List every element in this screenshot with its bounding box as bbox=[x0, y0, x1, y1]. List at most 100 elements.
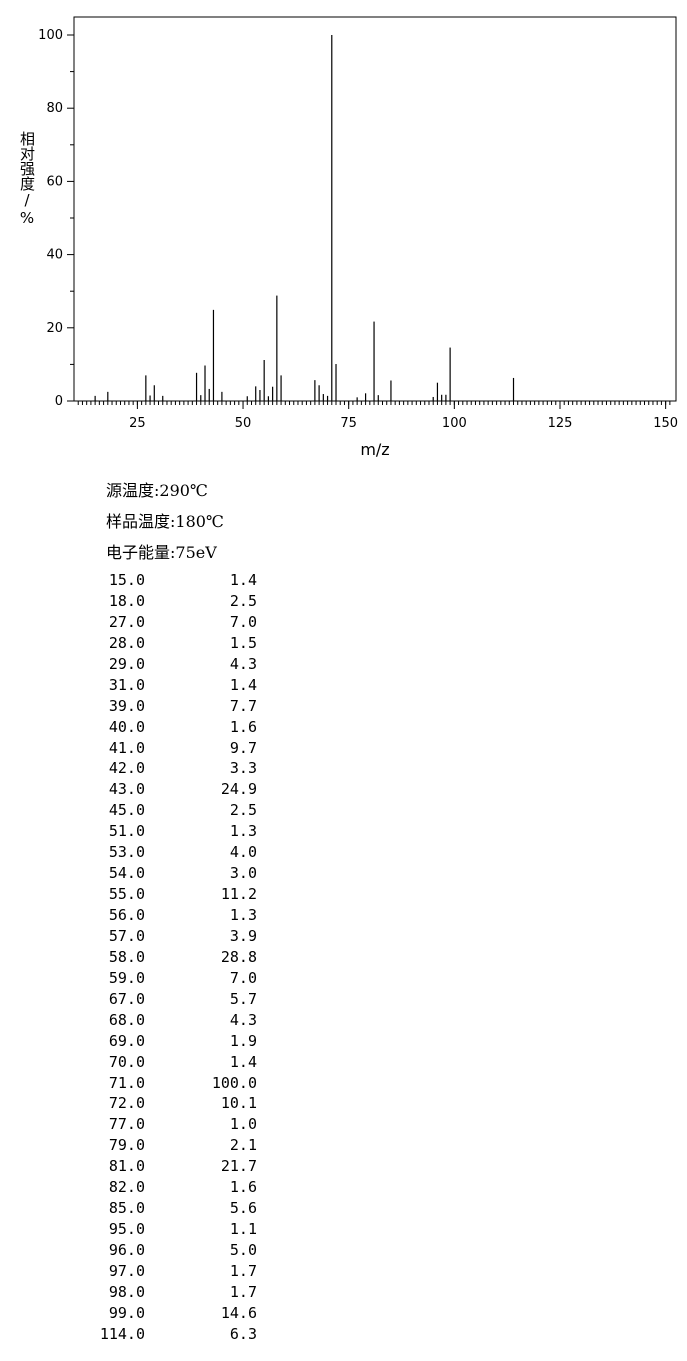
peak-mz: 15.0 bbox=[108, 571, 145, 589]
y-tick-label: 80 bbox=[46, 101, 63, 116]
peak-intensity: 7.0 bbox=[229, 968, 257, 987]
peak-intensity: 3.0 bbox=[229, 864, 257, 883]
peak-mz: 98.0 bbox=[108, 1282, 145, 1301]
y-axis-label: 相对强度/% bbox=[18, 131, 36, 227]
peak-mz: 82.0 bbox=[108, 1178, 145, 1197]
peak-intensity: 5.0 bbox=[229, 1241, 257, 1259]
peak-intensity: 1.1 bbox=[229, 1220, 257, 1239]
peak-intensity: 1.5 bbox=[229, 633, 257, 652]
peak-intensity: 5.6 bbox=[229, 1199, 257, 1218]
table-row: 56.0 1.3 bbox=[80, 905, 280, 926]
table-row: 41.0 9.7 bbox=[80, 738, 280, 759]
peak-intensity: 5.7 bbox=[229, 989, 257, 1008]
peak-intensity: 10.1 bbox=[220, 1094, 257, 1113]
table-row: 97.0 1.7 bbox=[80, 1261, 280, 1282]
peak-mz: 29.0 bbox=[108, 654, 145, 673]
peak-mz: 69.0 bbox=[108, 1031, 145, 1050]
table-row: 45.0 2.5 bbox=[80, 800, 280, 821]
peak-mz: 70.0 bbox=[108, 1052, 145, 1071]
peak-intensity: 4.3 bbox=[229, 1010, 257, 1029]
peak-intensity: 3.3 bbox=[229, 759, 257, 778]
x-tick-label: 125 bbox=[548, 416, 573, 431]
peak-intensity: 1.0 bbox=[229, 1115, 257, 1134]
table-row: 79.0 2.1 bbox=[80, 1135, 280, 1156]
peak-intensity: 1.3 bbox=[229, 822, 257, 841]
y-tick-label: 40 bbox=[46, 248, 63, 263]
y-tick-label: 0 bbox=[55, 394, 63, 409]
peak-intensity: 1.4 bbox=[229, 675, 257, 694]
peak-mz: 85.0 bbox=[108, 1199, 145, 1218]
peak-mz: 97.0 bbox=[108, 1261, 145, 1280]
peak-mz: 39.0 bbox=[108, 696, 145, 715]
table-row: 71.0 100.0 bbox=[80, 1073, 280, 1094]
table-row: 55.0 11.2 bbox=[80, 884, 280, 905]
plot-frame bbox=[73, 16, 677, 402]
peak-mz: 56.0 bbox=[108, 906, 145, 924]
peak-mz: 79.0 bbox=[108, 1136, 145, 1155]
table-row: 69.0 1.9 bbox=[80, 1031, 280, 1052]
peak-intensity: 3.9 bbox=[229, 926, 257, 945]
peak-mz: 72.0 bbox=[108, 1094, 145, 1113]
table-row: 67.0 5.7 bbox=[80, 989, 280, 1010]
peak-mz: 114.0 bbox=[99, 1324, 145, 1343]
peak-mz: 58.0 bbox=[108, 947, 145, 966]
table-row: 68.0 4.3 bbox=[80, 1010, 280, 1031]
peak-mz: 41.0 bbox=[108, 738, 145, 757]
table-row: 96.0 5.0 bbox=[80, 1240, 280, 1261]
peak-intensity: 1.6 bbox=[229, 1178, 257, 1197]
peak-mz: 99.0 bbox=[108, 1303, 145, 1322]
table-row: 57.0 3.9 bbox=[80, 926, 280, 947]
table-row: 77.0 1.0 bbox=[80, 1114, 280, 1135]
peak-mz: 53.0 bbox=[108, 843, 145, 862]
peak-mz: 95.0 bbox=[108, 1220, 145, 1239]
peak-table: 15.0 1.4 18.0 2.5 27.0 7.0 28.0 1.5 29.0 4.3 31.0 1… bbox=[80, 570, 280, 1345]
sample-temperature: 样品温度:180℃ bbox=[106, 512, 224, 531]
table-row: 114.0 6.3 bbox=[80, 1324, 280, 1345]
table-row: 82.0 1.6 bbox=[80, 1177, 280, 1198]
peak-mz: 27.0 bbox=[108, 612, 145, 631]
peak-intensity: 6.3 bbox=[229, 1324, 257, 1343]
peak-intensity: 1.7 bbox=[229, 1282, 257, 1301]
table-row: 43.0 24.9 bbox=[80, 779, 280, 800]
peak-intensity: 7.7 bbox=[229, 696, 257, 715]
y-tick-label: 100 bbox=[38, 28, 63, 43]
peak-mz: 59.0 bbox=[108, 968, 145, 987]
x-tick-label: 100 bbox=[442, 416, 467, 431]
x-tick-label: 25 bbox=[129, 416, 146, 431]
peak-intensity: 11.2 bbox=[220, 885, 257, 904]
peak-intensity: 1.3 bbox=[229, 906, 257, 924]
y-tick-label: 20 bbox=[46, 321, 63, 336]
table-row: 27.0 7.0 bbox=[80, 612, 280, 633]
table-row: 58.0 28.8 bbox=[80, 947, 280, 968]
peak-mz: 43.0 bbox=[108, 780, 145, 799]
mass-spectrum-chart: 0 20 40 60 80 100 25 50 75 100 125 150 m/z bbox=[38, 16, 678, 459]
peak-intensity: 1.4 bbox=[229, 1052, 257, 1071]
electron-energy: 电子能量:75eV bbox=[106, 543, 217, 562]
table-row: 99.0 14.6 bbox=[80, 1303, 280, 1324]
table-row: 51.0 1.3 bbox=[80, 821, 280, 842]
peak-intensity: 1.7 bbox=[229, 1261, 257, 1280]
peak-intensity: 21.7 bbox=[220, 1157, 257, 1176]
table-row: 72.0 10.1 bbox=[80, 1093, 280, 1114]
peak-mz: 55.0 bbox=[108, 885, 145, 904]
peak-intensity: 1.4 bbox=[229, 571, 257, 589]
peak-mz: 54.0 bbox=[108, 864, 145, 883]
table-row: 53.0 4.0 bbox=[80, 842, 280, 863]
peak-mz: 57.0 bbox=[108, 926, 145, 945]
table-row: 31.0 1.4 bbox=[80, 675, 280, 696]
x-tick-label: 50 bbox=[235, 416, 252, 431]
peak-mz: 28.0 bbox=[108, 633, 145, 652]
table-row: 54.0 3.0 bbox=[80, 863, 280, 884]
table-row: 18.0 2.5 bbox=[80, 591, 280, 612]
peak-intensity: 9.7 bbox=[229, 738, 257, 757]
peak-mz: 40.0 bbox=[108, 717, 145, 736]
table-row: 28.0 1.5 bbox=[80, 633, 280, 654]
peak-mz: 96.0 bbox=[108, 1241, 145, 1259]
peak-mz: 67.0 bbox=[108, 989, 145, 1008]
peak-intensity: 4.3 bbox=[229, 654, 257, 673]
x-tick-label: 75 bbox=[340, 416, 357, 431]
peak-mz: 68.0 bbox=[108, 1010, 145, 1029]
minor-ticks bbox=[70, 71, 671, 405]
peak-intensity: 7.0 bbox=[229, 612, 257, 631]
x-tick-label: 150 bbox=[653, 416, 678, 431]
